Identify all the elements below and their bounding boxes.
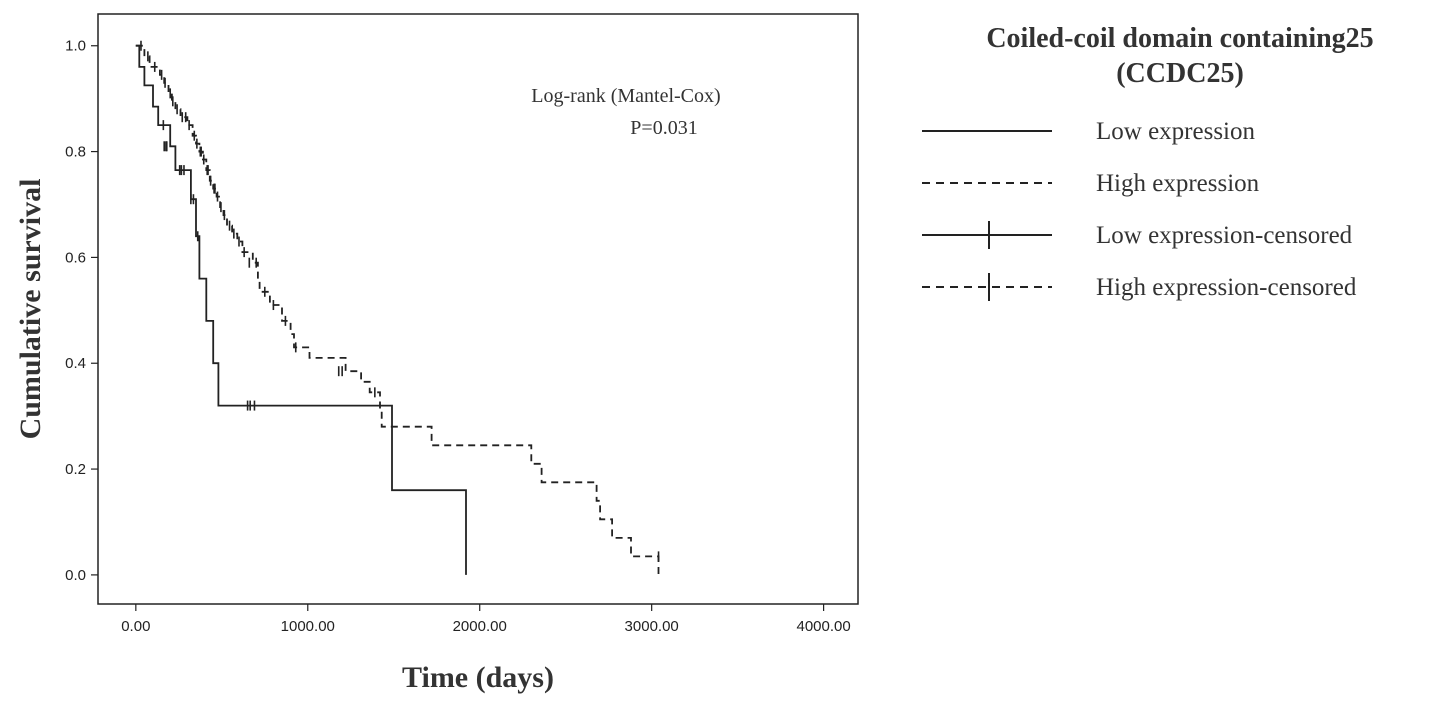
y-axis-title: Cumulative survival	[14, 179, 47, 440]
survival-curves	[135, 40, 660, 575]
x-axis-ticks: 0.00 1000.00 2000.00 3000.00 4000.00	[121, 604, 851, 635]
legend-entry: High expression-censored	[922, 273, 1357, 301]
legend-label: Low expression	[1096, 118, 1255, 145]
legend-label: High expression	[1096, 170, 1260, 197]
p-value-label: P=0.031	[630, 117, 697, 139]
x-tick-label: 2000.00	[453, 618, 507, 635]
x-tick-label: 0.00	[121, 618, 150, 635]
y-tick-label: 0.4	[65, 355, 86, 372]
y-axis-ticks: 0.0 0.2 0.4 0.6 0.8 1.0	[65, 38, 98, 584]
legend-entry: Low expression-censored	[922, 221, 1353, 249]
legend-label: High expression-censored	[1096, 274, 1357, 301]
legend-title-line2: (CCDC25)	[1116, 58, 1244, 89]
legend-entry: Low expression	[922, 118, 1255, 145]
x-axis-title: Time (days)	[402, 661, 554, 694]
legend-title-line1: Coiled-coil domain containing25	[986, 23, 1373, 54]
y-tick-label: 1.0	[65, 38, 86, 55]
y-tick-label: 0.0	[65, 567, 86, 584]
high-expression-curve	[135, 44, 660, 575]
x-tick-label: 4000.00	[796, 618, 850, 635]
y-tick-label: 0.8	[65, 144, 86, 161]
low-expression-curve	[135, 44, 467, 575]
y-tick-label: 0.6	[65, 249, 86, 266]
legend-entries: Low expression High expression Low express…	[922, 118, 1357, 301]
y-tick-label: 0.2	[65, 461, 86, 478]
x-tick-label: 1000.00	[281, 618, 335, 635]
logrank-test-label: Log-rank (Mantel-Cox)	[531, 85, 720, 107]
plot-frame	[97, 13, 859, 605]
x-tick-label: 3000.00	[625, 618, 679, 635]
legend-entry: High expression	[922, 170, 1260, 197]
legend: Coiled-coil domain containing25 (CCDC25)…	[922, 23, 1374, 301]
legend-label: Low expression-censored	[1096, 222, 1353, 249]
